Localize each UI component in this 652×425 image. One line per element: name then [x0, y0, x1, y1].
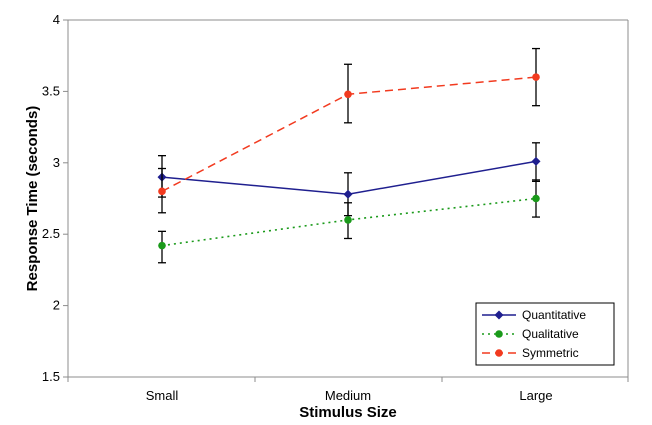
data-point	[158, 187, 166, 196]
legend-swatch-marker	[495, 349, 503, 357]
legend-swatch-marker	[494, 310, 504, 320]
data-point	[158, 241, 166, 250]
series-group	[157, 47, 541, 264]
legend-item: Quantitative	[482, 308, 586, 322]
y-tick-label: 1.5	[42, 369, 60, 384]
series-quantitative	[157, 142, 541, 217]
data-point	[532, 73, 540, 81]
y-tick-label: 2	[53, 298, 60, 313]
x-ticks: Small Medium Large	[67, 377, 629, 403]
legend-swatch-marker	[495, 330, 503, 338]
y-tick-label: 3.5	[42, 83, 60, 98]
legend: Quantitative Qualitative Symmetric	[475, 302, 615, 366]
series-qualitative	[158, 179, 540, 264]
x-axis-title: Stimulus Size	[299, 404, 397, 421]
x-tick-label: Small	[146, 388, 179, 403]
series-line	[161, 160, 537, 195]
data-point	[344, 216, 352, 224]
data-point	[531, 156, 541, 166]
x-tick-label: Large	[519, 388, 552, 403]
legend-item: Symmetric	[482, 346, 579, 360]
y-axis-title: Response Time (seconds)	[24, 106, 41, 292]
legend-item: Qualitative	[482, 327, 579, 341]
y-ticks: 1.5 2 2.5 3 3.5 4	[42, 12, 68, 384]
data-point	[344, 90, 352, 99]
legend-label: Quantitative	[522, 308, 586, 322]
y-tick-label: 4	[53, 12, 60, 27]
series-symmetric	[158, 47, 540, 214]
legend-label: Symmetric	[522, 346, 579, 360]
axes	[67, 19, 629, 378]
data-point	[343, 189, 353, 199]
data-point	[532, 194, 540, 203]
legend-label: Qualitative	[522, 327, 579, 341]
y-tick-label: 2.5	[42, 226, 60, 241]
y-tick-label: 3	[53, 155, 60, 170]
x-tick-label: Medium	[325, 388, 371, 403]
